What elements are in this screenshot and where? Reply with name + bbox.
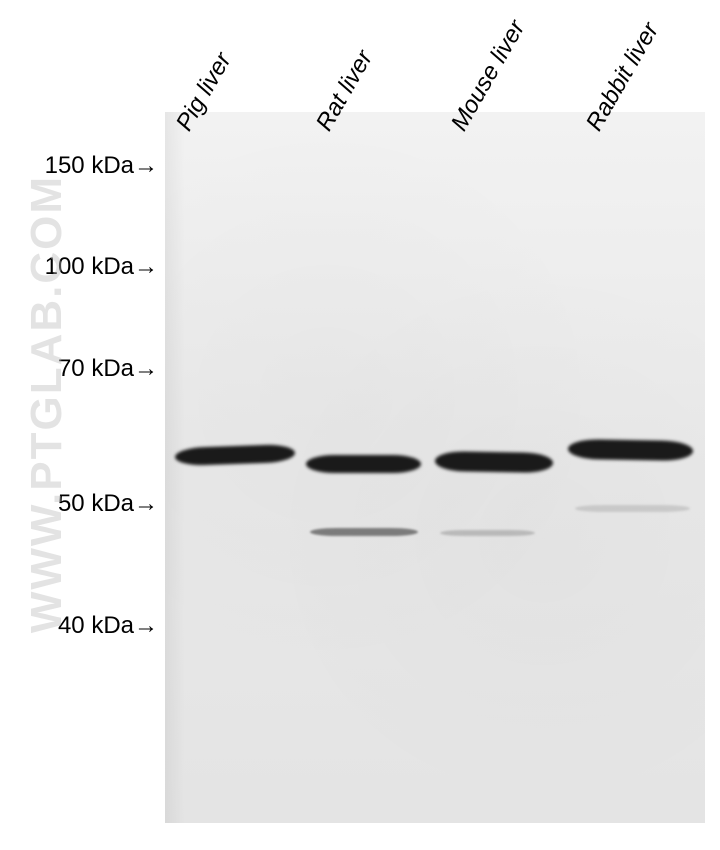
- band-main-1: [306, 455, 421, 473]
- blot-membrane: [165, 112, 705, 823]
- western-blot-figure: Pig liver Rat liver Mouse liver Rabbit l…: [0, 0, 720, 850]
- membrane-left-shadow: [165, 112, 185, 823]
- band-main-3: [568, 439, 693, 461]
- marker-2: 70 kDa→: [58, 355, 158, 383]
- band-secondary-2: [575, 505, 690, 512]
- marker-3: 50 kDa→: [58, 490, 158, 518]
- watermark-text: WWW.PTGLAB.COM: [22, 175, 72, 633]
- band-main-2: [435, 451, 553, 473]
- marker-4: 40 kDa→: [58, 612, 158, 640]
- band-secondary-1: [440, 530, 535, 536]
- band-secondary-0: [310, 528, 418, 536]
